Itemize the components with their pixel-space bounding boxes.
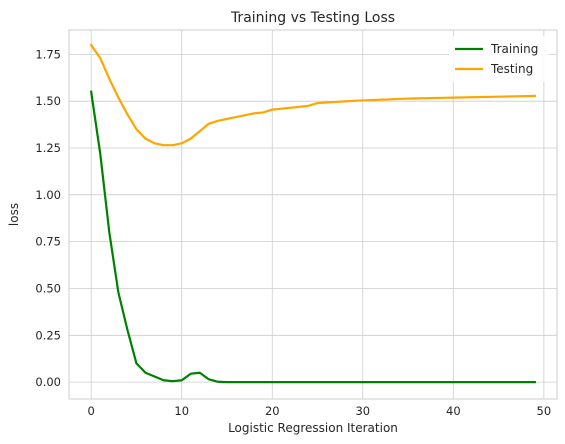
legend-box [449,36,549,82]
tick-labels: 0 10 20 30 40 50 0.00 0.25 0.50 0.75 1.00 1.25 1.50 1… [35,47,551,418]
chart-title: Training vs Testing Loss [230,10,395,26]
y-tick-label: 1.00 [35,188,61,202]
y-tick-label: 1.75 [35,47,61,61]
x-tick-label: 50 [537,404,552,418]
x-tick-label: 40 [446,404,461,418]
x-tick-label: 30 [355,404,370,418]
y-tick-label: 0.75 [35,235,61,249]
x-tick-label: 0 [88,404,95,418]
y-tick-label: 0.50 [35,281,61,295]
series-line-testing [89,43,536,147]
x-axis-label: Logistic Regression Iteration [228,421,398,435]
legend: Training Testing [449,36,549,82]
y-tick-label: 1.50 [35,94,61,108]
y-axis-label: loss [7,203,21,226]
y-tick-label: 0.25 [35,328,61,342]
y-tick-label: 0.00 [35,375,61,389]
grid-lines [69,30,557,399]
series-lines [89,43,536,384]
y-tick-label: 1.25 [35,141,61,155]
plot-area [68,29,558,400]
legend-label-testing: Testing [490,62,533,76]
x-tick-label: 10 [174,404,189,418]
x-tick-label: 20 [265,404,280,418]
legend-label-training: Training [490,42,538,56]
series-line-training [89,90,536,384]
